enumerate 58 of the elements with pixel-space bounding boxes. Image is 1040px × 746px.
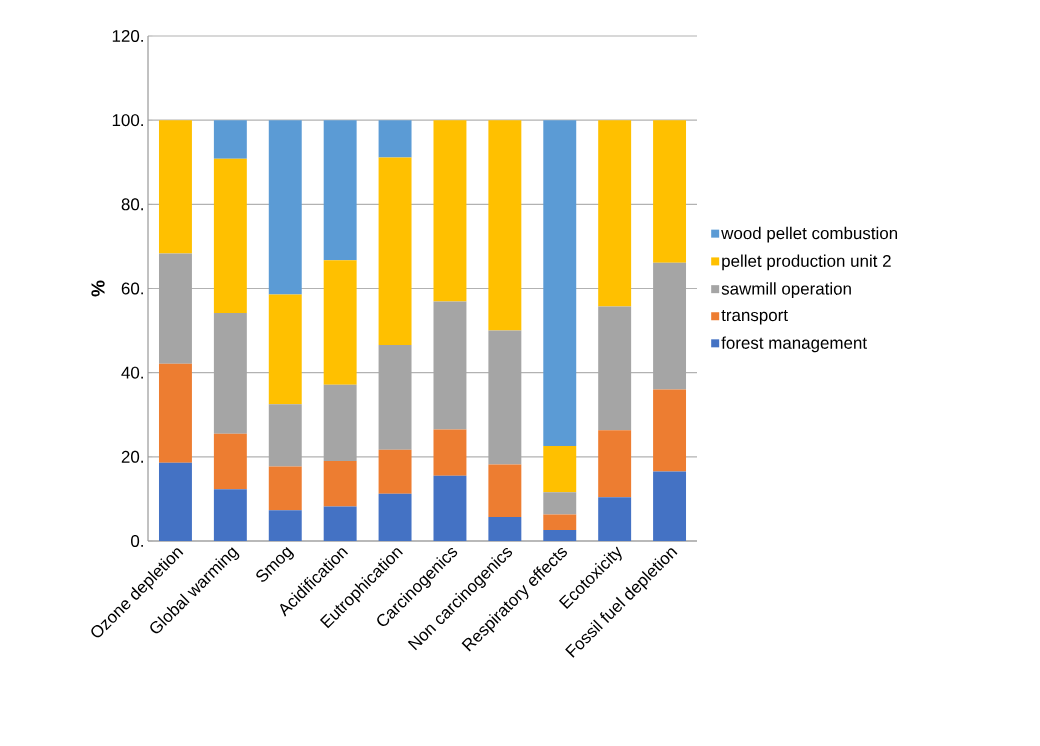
legend-label: transport: [721, 310, 788, 325]
bar: [213, 312, 247, 434]
bar: [158, 253, 192, 364]
y-tick-label: 40.: [121, 366, 143, 379]
bar: [488, 464, 522, 517]
bar: [543, 492, 577, 515]
bar: [268, 510, 302, 541]
bar: [488, 330, 522, 465]
bar: [433, 429, 467, 476]
bar: [653, 389, 687, 472]
y-tick-label: 120.: [112, 29, 143, 42]
bar: [378, 344, 412, 450]
bar: [213, 120, 247, 159]
bar: [598, 306, 632, 431]
bar: [268, 120, 302, 295]
bar: [213, 158, 247, 313]
bar: [268, 294, 302, 405]
bar: [378, 449, 412, 494]
bar: [323, 384, 357, 462]
bar: [598, 120, 632, 307]
bar: [653, 120, 687, 263]
y-tick-label: 0.: [131, 534, 143, 547]
bar: [268, 466, 302, 511]
y-axis-title: %: [91, 280, 105, 297]
bar: [433, 301, 467, 430]
y-tick-label: 100.: [112, 114, 143, 127]
bar: [433, 120, 467, 302]
y-tick-label: 80.: [121, 198, 143, 211]
bar: [488, 120, 522, 331]
legend-label: wood pellet combustion: [721, 226, 898, 243]
bar: [158, 462, 192, 541]
bar: [433, 475, 467, 541]
bar: [213, 433, 247, 490]
bar: [323, 461, 357, 507]
bar: [543, 514, 577, 531]
bar: [653, 471, 687, 541]
bar: [543, 445, 577, 493]
bar: [268, 404, 302, 467]
bar: [323, 120, 357, 261]
legend-label: sawmill operation: [721, 282, 851, 299]
legend-label: pellet production unit 2: [722, 254, 891, 271]
bar: [653, 262, 687, 390]
legend-label: forest management: [721, 336, 867, 353]
bar: [598, 430, 632, 498]
bar: [543, 530, 577, 541]
bar: [378, 493, 412, 541]
bar: [158, 363, 192, 463]
bar: [213, 489, 247, 541]
bar: [488, 517, 522, 541]
bar: [543, 120, 577, 446]
bar: [323, 260, 357, 385]
bar: [378, 120, 412, 158]
bar: [158, 120, 192, 254]
bar: [378, 157, 412, 345]
y-tick-label: 20.: [121, 450, 143, 463]
bar: [598, 497, 632, 541]
bar: [323, 506, 357, 541]
y-tick-label: 60.: [121, 282, 143, 295]
